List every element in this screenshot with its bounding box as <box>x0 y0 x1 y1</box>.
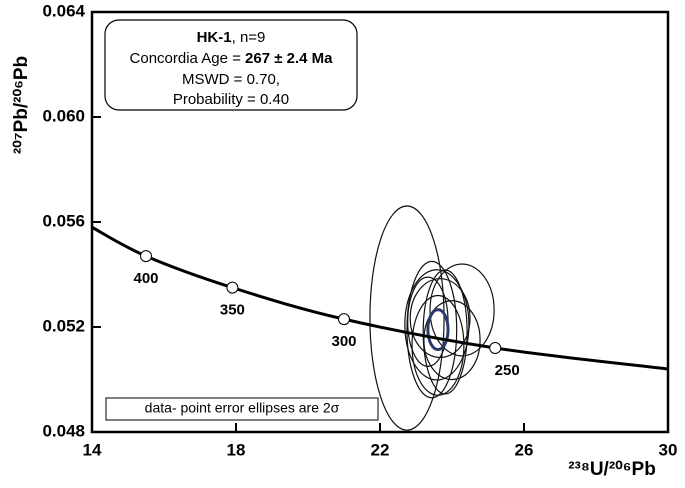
x-tick-label: 22 <box>371 440 390 459</box>
error-ellipse <box>429 263 495 357</box>
concordia-curve <box>92 225 668 371</box>
age-label: Concordia Age = <box>130 50 246 67</box>
error-ellipse <box>404 269 470 381</box>
y-axis-title: ²⁰⁷Pb/²⁰⁶Pb <box>11 56 32 154</box>
age-marker <box>226 281 239 294</box>
sample-n: , n=9 <box>232 29 266 46</box>
age-label: 350 <box>220 302 245 319</box>
age-label: 250 <box>495 362 520 379</box>
x-tick-label: 18 <box>227 440 246 459</box>
probability: Probability = 0.40 <box>173 91 289 108</box>
y-tick-label: 0.064 <box>42 1 85 20</box>
annotation-box <box>104 19 358 111</box>
x-tick-label: 26 <box>515 440 534 459</box>
age-label: 300 <box>331 333 356 350</box>
error-ellipse <box>406 260 458 399</box>
error-ellipse <box>409 278 471 359</box>
error-ellipse <box>423 300 481 381</box>
annotation-line: Concordia Age = 267 ± 2.4 Ma <box>130 50 334 67</box>
age-marker <box>140 250 152 263</box>
age: 267 ± 2.4 Ma <box>245 50 333 67</box>
y-tick-label: 0.048 <box>42 421 85 440</box>
annotation-line: HK-1, n=9 <box>197 29 266 46</box>
age-marker <box>338 313 350 326</box>
note-box <box>105 397 379 421</box>
y-tick-label: 0.056 <box>42 211 85 230</box>
concordia-age-ellipse <box>426 308 450 352</box>
x-axis-title: ²³⁸U/²⁰⁶Pb <box>568 459 656 480</box>
y-tick-label: 0.052 <box>42 316 85 335</box>
age-label: 400 <box>133 270 158 287</box>
plot-frame <box>90 10 670 434</box>
error-ellipse <box>369 205 445 431</box>
sample: HK-1 <box>197 29 232 46</box>
mswd: MSWD = 0.70, <box>182 71 280 88</box>
plot-area <box>92 205 668 431</box>
y-tick-label: 0.060 <box>42 106 85 125</box>
error-ellipse <box>411 294 465 396</box>
x-tick-label: 30 <box>659 440 678 459</box>
note: data- point error ellipses are 2σ <box>145 400 340 416</box>
x-tick-label: 14 <box>83 440 102 459</box>
age-marker <box>489 342 502 354</box>
